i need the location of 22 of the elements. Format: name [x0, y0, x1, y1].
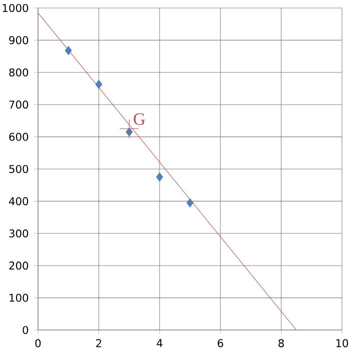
y-tick-label: 900: [9, 36, 28, 44]
y-tick-label: 700: [9, 100, 28, 109]
point: [64, 46, 72, 56]
x-tick-label: 8: [278, 339, 284, 348]
y-tick-label: 800: [9, 68, 28, 76]
y-tick-label: 0: [22, 326, 28, 334]
y-tick-label: 100: [10, 294, 28, 302]
y-tick-label: 500: [9, 164, 28, 174]
x-tick-label: 0: [35, 339, 41, 348]
x-tick-label: 4: [156, 339, 162, 347]
point: [186, 198, 194, 208]
y-tick-label: 300: [9, 229, 28, 238]
point: [95, 80, 102, 89]
point: [156, 172, 164, 182]
x-tick-label: 10: [336, 339, 348, 348]
y-tick-label: 400: [9, 197, 28, 206]
x-tick-label: 2: [96, 339, 102, 348]
annotation: G: [134, 113, 145, 125]
x-tick-label: 6: [218, 339, 224, 348]
y-tick-label: 1000: [2, 4, 28, 12]
y-tick-label: 600: [9, 132, 28, 141]
y-tick-label: 200: [9, 262, 28, 270]
